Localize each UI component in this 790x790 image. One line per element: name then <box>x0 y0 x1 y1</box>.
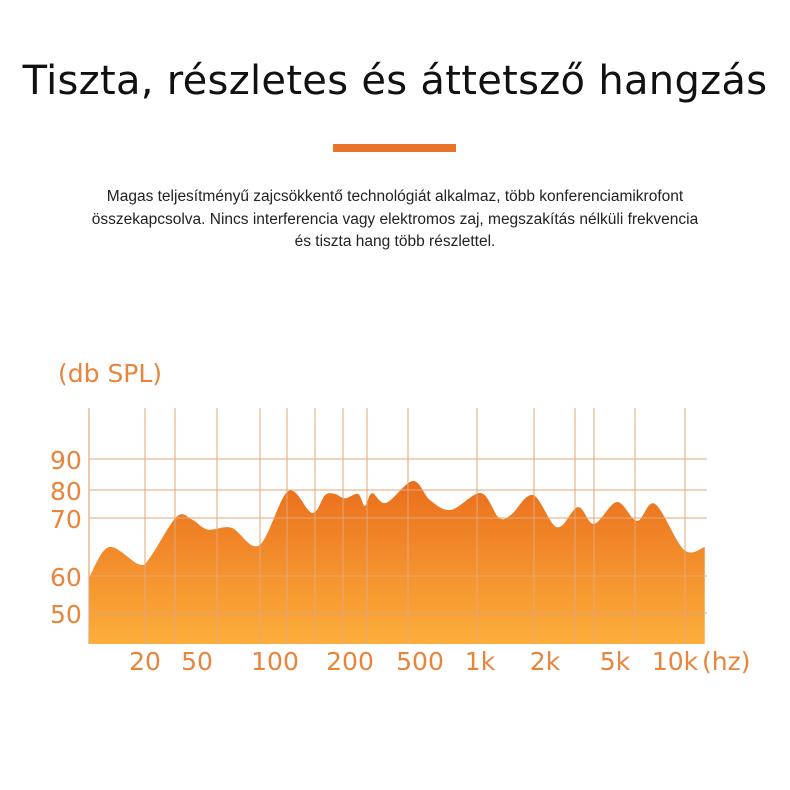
x-tick-label: 5k <box>600 647 631 676</box>
y-tick-label: 80 <box>50 477 82 506</box>
x-tick-label: 2k <box>530 647 561 676</box>
x-tick-label: 20 <box>129 647 161 676</box>
description-line: Magas teljesítményű zajcsökkentő technol… <box>106 188 684 205</box>
description: Magas teljesítményű zajcsökkentő technol… <box>0 186 790 254</box>
description-line: és tiszta hang több részlettel. <box>294 233 496 250</box>
x-tick-label: 200 <box>326 647 374 676</box>
response-area <box>89 480 705 644</box>
y-axis-label: (db SPL) <box>58 359 162 388</box>
y-tick-label: 60 <box>50 563 82 592</box>
description-line: összekapcsolva. Nincs interferencia vagy… <box>91 210 699 228</box>
x-tick-label: 50 <box>181 647 213 676</box>
x-tick-label: 1k <box>465 647 496 676</box>
y-tick-label: 70 <box>50 505 82 534</box>
x-axis-label: (hz) <box>702 647 750 676</box>
x-tick-label: 100 <box>251 647 299 676</box>
x-tick-label: 500 <box>396 647 444 676</box>
page-title: Tiszta, részletes és áttetsző hangzás <box>22 58 768 104</box>
x-tick-label: 10k <box>652 647 699 676</box>
y-tick-label: 90 <box>50 446 82 475</box>
y-tick-label: 50 <box>50 600 82 629</box>
title-accent-bar <box>333 144 456 152</box>
